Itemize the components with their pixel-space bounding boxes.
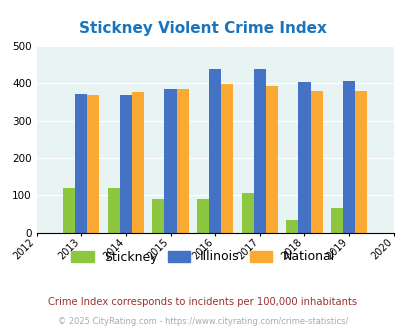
Bar: [87, 95, 99, 233]
Bar: [221, 84, 233, 233]
Bar: [132, 92, 144, 233]
Bar: [119, 95, 132, 233]
Text: Crime Index corresponds to incidents per 100,000 inhabitants: Crime Index corresponds to incidents per…: [48, 297, 357, 307]
Bar: [164, 89, 176, 233]
Bar: [310, 91, 322, 233]
Text: Stickney Violent Crime Index: Stickney Violent Crime Index: [79, 21, 326, 36]
Bar: [354, 91, 367, 233]
Bar: [63, 188, 75, 233]
Bar: [286, 219, 298, 233]
Bar: [209, 69, 221, 233]
Bar: [241, 193, 253, 233]
Bar: [253, 69, 265, 233]
Bar: [196, 199, 209, 233]
Bar: [265, 86, 277, 233]
Bar: [75, 94, 87, 233]
Legend: Stickney, Illinois, National: Stickney, Illinois, National: [69, 248, 336, 266]
Bar: [330, 209, 342, 233]
Bar: [176, 89, 188, 233]
Bar: [152, 199, 164, 233]
Bar: [342, 81, 354, 233]
Text: © 2025 CityRating.com - https://www.cityrating.com/crime-statistics/: © 2025 CityRating.com - https://www.city…: [58, 317, 347, 326]
Bar: [107, 188, 119, 233]
Bar: [298, 82, 310, 233]
